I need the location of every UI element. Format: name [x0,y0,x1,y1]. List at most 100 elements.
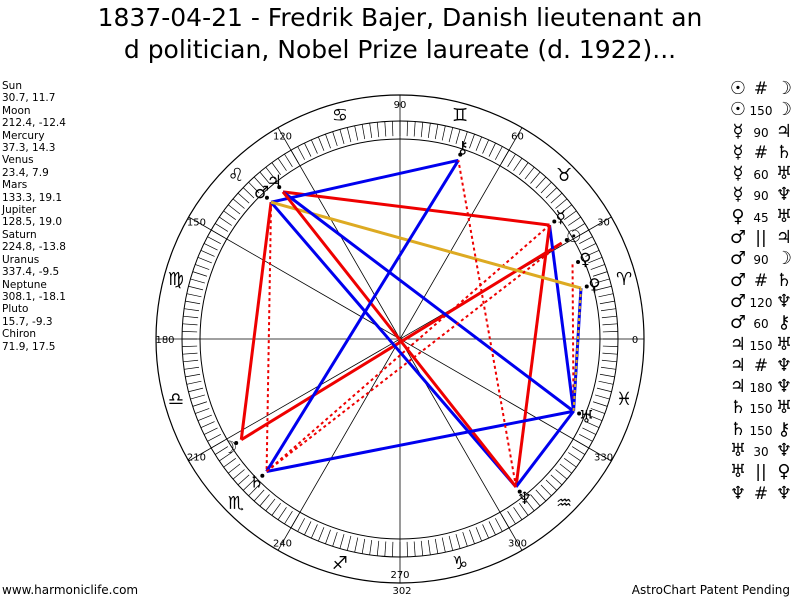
zodiac-sign-glyph: ♍ [168,269,184,290]
degree-tick [237,192,250,204]
footer-website[interactable]: www.harmoniclife.com [2,583,139,597]
degree-tick [535,176,547,189]
degree-tick [207,433,221,442]
degree-tick [540,484,552,497]
degree-tick [599,300,615,305]
degree-tick [494,146,503,160]
planet-glyph-sun: ☉ [566,227,581,247]
zodiac-sign-glyph: ♓ [616,389,632,410]
planet-value-pluto: 15.7, -9.3 [2,315,53,328]
chart-title-line-2: d politician, Nobel Prize laureate (d. 1… [123,35,677,64]
degree-tick [568,452,581,462]
degree-tick [413,121,416,137]
degree-tick [590,408,605,414]
degree-tick [369,123,373,139]
degree-tick [462,531,468,547]
degree-tick [184,366,200,370]
aspect-planet-1: ♂ [729,227,747,249]
degree-tick [592,401,608,407]
degree-tick [354,537,359,553]
degree-tick [185,300,201,305]
aspect-type: 150 [749,423,773,438]
aspect-row: ☉ # ☽ [728,78,800,99]
degree-tick [227,463,241,474]
aspect-row: ♄ 150 ⚷ [728,419,800,440]
degree-tick [248,181,260,194]
planet-value-saturn: 224.8, -13.8 [2,241,66,254]
aspect-line-mercury-uranus [548,224,576,412]
degree-tick [434,538,439,554]
degree-tick [590,264,605,270]
zodiac-sign-glyph: ♎ [168,389,184,410]
aspect-planet-1: ♄ [729,397,747,419]
degree-label: 30 [597,218,610,229]
aspect-row: ☿ # ♄ [728,142,800,163]
degree-tick [339,534,345,549]
degree-tick [592,271,608,277]
degree-tick [311,524,318,539]
degree-tick [376,122,380,138]
aspect-planet-1: ☿ [732,120,744,142]
aspect-planet-1: ♃ [729,354,747,376]
aspect-line-mars-chiron [270,158,459,204]
aspect-planet-1: ☿ [732,163,744,185]
degree-tick [482,524,489,539]
planet-name-chiron: Chiron [2,328,37,341]
degree-tick [571,223,586,232]
degree-tick [346,127,352,143]
aspect-planet-1: ♅ [729,440,747,462]
degree-tick [550,474,563,486]
degree-tick [297,518,306,532]
degree-tick [182,323,198,326]
degree-tick [545,187,558,199]
aspect-line-neptune-chiron [457,160,517,488]
degree-tick [219,216,232,226]
degree-tick [200,421,215,428]
degree-tick [197,414,212,421]
aspect-line-mars-pluto [270,200,582,290]
degree-tick [448,127,454,143]
aspect-planet-2: ♃ [775,120,793,142]
degree-tick [513,158,523,171]
aspect-row: ♃ # ♆ [728,355,800,376]
degree-tick [223,210,236,220]
degree-tick [413,541,416,557]
aspect-planet-2: ♆ [775,482,793,504]
planet-name-pluto: Pluto [2,303,29,316]
degree-tick [203,427,218,435]
degree-tick [195,408,210,414]
degree-tick [346,535,352,551]
degree-tick [595,394,610,400]
aspect-line-mercury-neptune [514,224,552,488]
planet-value-neptune: 308.1, -18.1 [2,290,66,303]
degree-tick [311,139,318,154]
degree-tick [277,158,287,171]
aspect-type: 90 [753,189,769,204]
aspect-planet-1: ♃ [729,376,747,398]
degree-label: 330 [594,453,613,464]
aspect-row: ♅ || ♀ [728,461,800,482]
degree-tick [535,489,547,502]
degree-tick [242,187,255,199]
aspect-planet-1: ♀ [731,205,745,227]
aspect-planet-2: ☽ [775,99,793,121]
degree-tick [513,507,523,520]
degree-tick [259,494,270,507]
degree-tick [469,134,475,149]
planet-name-saturn: Saturn [2,228,37,241]
degree-tick [524,498,535,512]
degree-tick [406,121,408,137]
degree-tick [555,469,568,480]
planet-marker-mars [264,195,269,200]
degree-label-extra: 302 [392,586,411,597]
degree-tick [598,380,614,385]
degree-label: 240 [273,539,292,550]
planet-marker-saturn [260,473,265,478]
degree-tick [227,204,241,215]
aspect-row: ♂ 90 ☽ [728,248,800,269]
planet-value-mercury: 37.3, 14.3 [2,142,56,155]
planet-marker-jupiter [277,185,282,190]
aspect-row: ♂ || ♃ [728,227,800,248]
degree-label: 270 [390,570,409,581]
aspect-row: ☉ 150 ☽ [728,99,800,120]
